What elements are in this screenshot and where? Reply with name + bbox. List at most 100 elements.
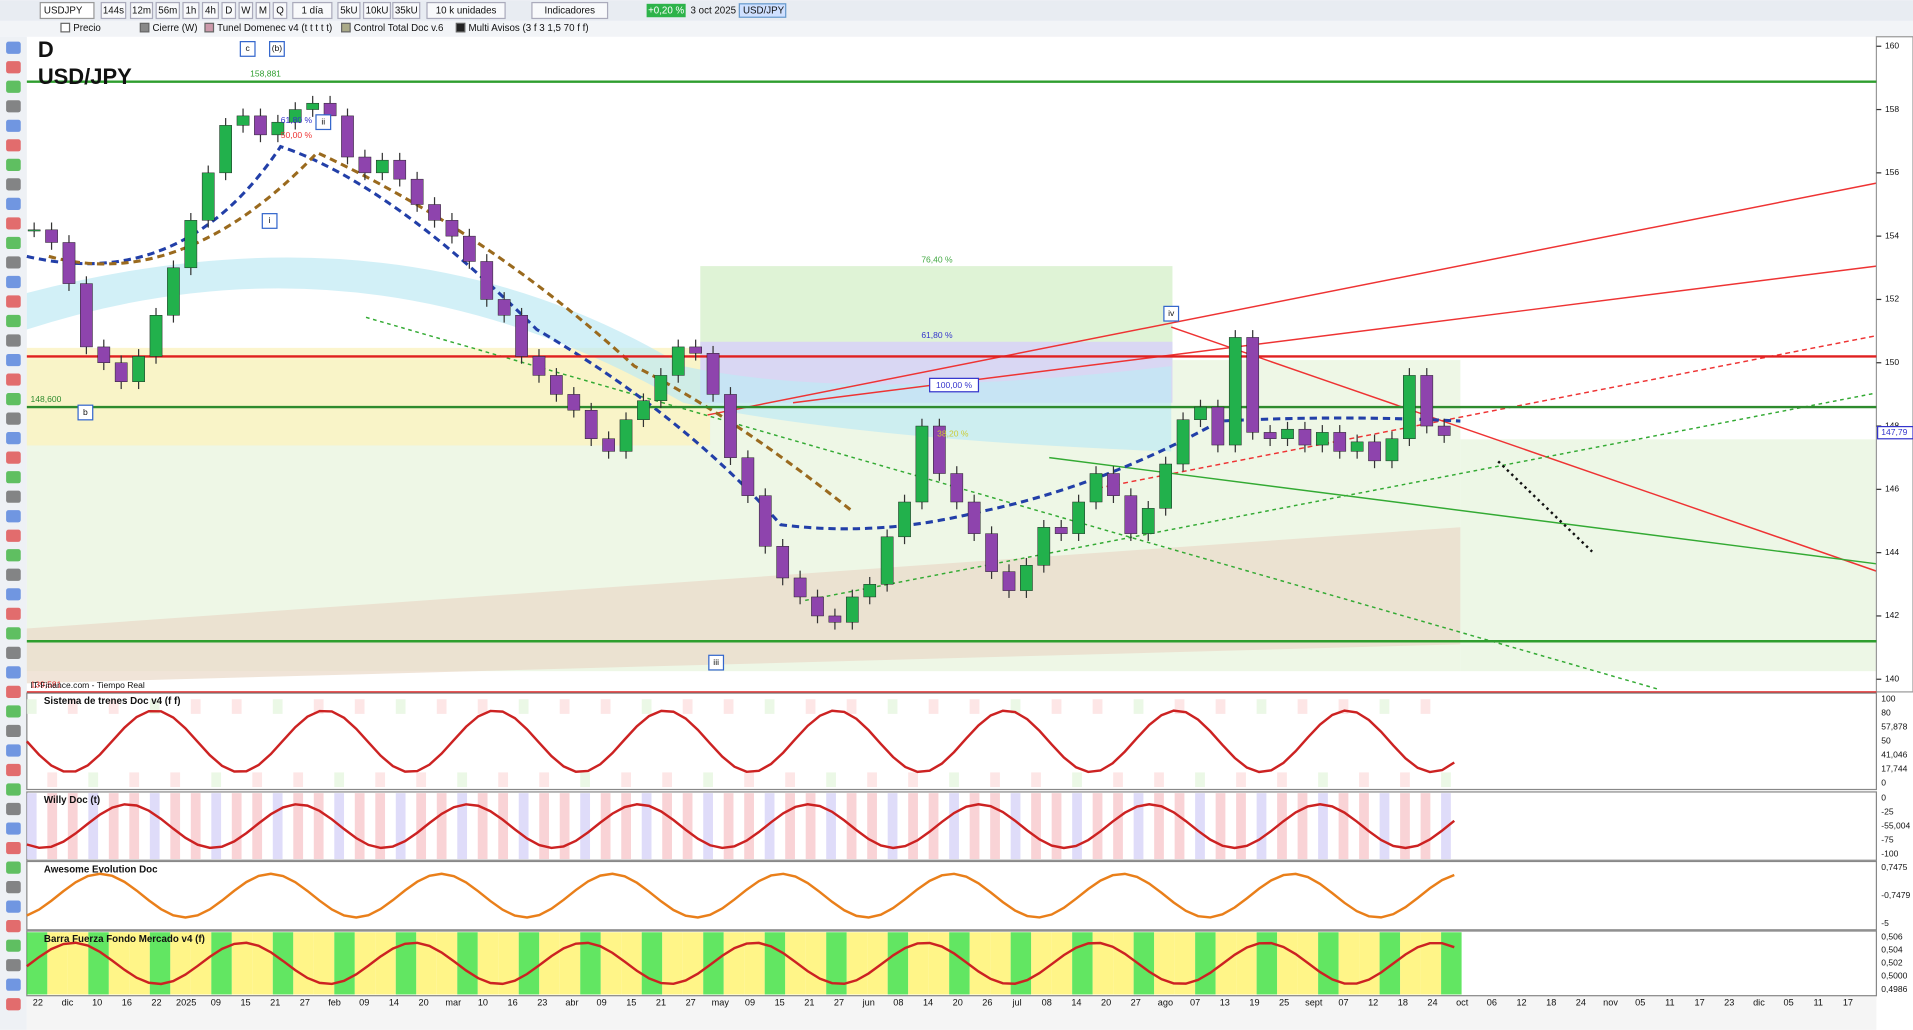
toolbar-button-label[interactable]: 144s: [103, 6, 124, 17]
tool-icon[interactable]: [6, 588, 21, 601]
tool-icon[interactable]: [6, 705, 21, 718]
tool-icon[interactable]: [6, 275, 21, 289]
candle: [219, 125, 232, 174]
tool-icon[interactable]: [6, 217, 21, 230]
panel-stripe: [498, 793, 509, 860]
tool-icon[interactable]: [6, 822, 21, 835]
tool-icon[interactable]: [6, 295, 21, 308]
tool-icon[interactable]: [6, 158, 21, 171]
toolbar-button-label[interactable]: 56m: [158, 6, 177, 17]
x-tick-label: 11: [1665, 997, 1675, 1007]
tool-icon[interactable]: [6, 178, 21, 191]
tool-icon[interactable]: [6, 568, 21, 581]
indicator-tag[interactable]: Cierre (W): [153, 23, 198, 34]
tool-icon[interactable]: [6, 549, 21, 562]
tool-icon[interactable]: [6, 841, 21, 855]
tool-icon[interactable]: [6, 763, 21, 777]
x-tick-label: 22: [151, 997, 161, 1007]
tool-icon[interactable]: [6, 334, 21, 347]
y-tick-label: 156: [1885, 167, 1899, 177]
tool-icon[interactable]: [6, 139, 21, 152]
toolbar-button-label[interactable]: 10 k unidades: [436, 6, 497, 17]
toolbar-button[interactable]: [392, 1, 421, 20]
toolbar-button-label[interactable]: W: [241, 6, 251, 17]
toolbar-button[interactable]: [155, 1, 180, 20]
tool-icon[interactable]: [6, 119, 21, 132]
tool-icon[interactable]: [6, 61, 21, 74]
indicator-tag[interactable]: Tunel Domenec v4 (t t t t t): [217, 23, 332, 34]
candle: [80, 283, 93, 348]
tool-icon[interactable]: [6, 744, 21, 757]
toolbar-button[interactable]: [362, 1, 392, 20]
tool-icon[interactable]: [6, 802, 21, 816]
tool-icon[interactable]: [6, 41, 21, 54]
tool-icon[interactable]: [6, 236, 21, 250]
tool-icon[interactable]: [6, 490, 21, 503]
toolbar-button[interactable]: [272, 1, 288, 20]
toolbar-button[interactable]: [531, 1, 609, 20]
toolbar-button-label[interactable]: 35kU: [395, 6, 418, 17]
toolbar-button[interactable]: [238, 1, 254, 20]
toolbar-button-label[interactable]: 12m: [132, 6, 151, 17]
toolbar-button-label[interactable]: Indicadores: [545, 6, 596, 17]
tool-icon[interactable]: [6, 314, 21, 328]
toolbar-button[interactable]: [100, 1, 127, 20]
tool-icon[interactable]: [6, 959, 21, 972]
panel-stripe: [1236, 772, 1246, 788]
toolbar-button[interactable]: [129, 1, 154, 20]
tool-icon[interactable]: [6, 80, 21, 93]
toolbar-button-label[interactable]: 1 día: [301, 6, 323, 17]
toolbar-button-label[interactable]: 1h: [186, 6, 197, 17]
tool-icon[interactable]: [6, 881, 21, 894]
toolbar-button[interactable]: [292, 1, 333, 20]
tool-icon[interactable]: [6, 392, 21, 406]
toolbar-button[interactable]: [182, 1, 200, 20]
tool-icon[interactable]: [6, 412, 21, 425]
tool-icon[interactable]: [6, 100, 21, 113]
toolbar-button[interactable]: [337, 1, 361, 20]
toolbar-button-label[interactable]: 5kU: [340, 6, 357, 17]
tool-icon[interactable]: [6, 939, 21, 952]
candle: [1368, 441, 1381, 462]
tool-icon[interactable]: [6, 900, 21, 913]
tool-icon[interactable]: [6, 451, 21, 464]
tool-icon[interactable]: [6, 353, 21, 367]
tool-icon[interactable]: [6, 432, 21, 445]
tool-icon[interactable]: [6, 920, 21, 933]
panel-title: Barra Fuerza Fondo Mercado v4 (f): [44, 934, 205, 945]
indicator-tag[interactable]: Multi Avisos (3 f 3 1,5 70 f f): [468, 23, 588, 34]
candle: [167, 267, 180, 316]
toolbar-button-label[interactable]: M: [259, 6, 267, 17]
tool-icon[interactable]: [6, 861, 21, 874]
toolbar-button-label[interactable]: D: [225, 6, 232, 17]
tool-icon[interactable]: [6, 998, 21, 1011]
tool-icon[interactable]: [6, 197, 21, 210]
tool-icon[interactable]: [6, 256, 21, 269]
toolbar-button-label[interactable]: 4h: [205, 6, 216, 17]
tool-icon[interactable]: [6, 627, 21, 640]
tool-icon[interactable]: [6, 373, 21, 386]
symbol-box[interactable]: [39, 1, 95, 20]
panel-stripe: [26, 793, 37, 860]
toolbar-button[interactable]: [221, 1, 237, 20]
tool-icon[interactable]: [6, 471, 21, 484]
toolbar-button[interactable]: [426, 1, 506, 20]
toolbar-button-label[interactable]: Q: [276, 6, 284, 17]
toolbar-button[interactable]: [201, 1, 219, 20]
toolbar-button-label[interactable]: 10kU: [366, 6, 389, 17]
tool-icon[interactable]: [6, 978, 21, 991]
indicator-tag[interactable]: Precio: [73, 23, 101, 34]
tool-icon[interactable]: [6, 607, 21, 620]
panel-stripe: [641, 793, 652, 860]
tool-icon[interactable]: [6, 724, 21, 738]
tool-icon[interactable]: [6, 529, 21, 542]
tool-icon[interactable]: [6, 685, 21, 699]
panel-stripe: [1379, 793, 1390, 860]
tool-icon[interactable]: [6, 666, 21, 679]
tool-icon[interactable]: [6, 646, 21, 659]
toolbar-button[interactable]: [255, 1, 271, 20]
indicator-tag[interactable]: Control Total Doc v.6: [354, 23, 444, 34]
tool-icon[interactable]: [6, 783, 21, 796]
tool-icon[interactable]: [6, 510, 21, 523]
panel-stripe: [518, 793, 529, 860]
